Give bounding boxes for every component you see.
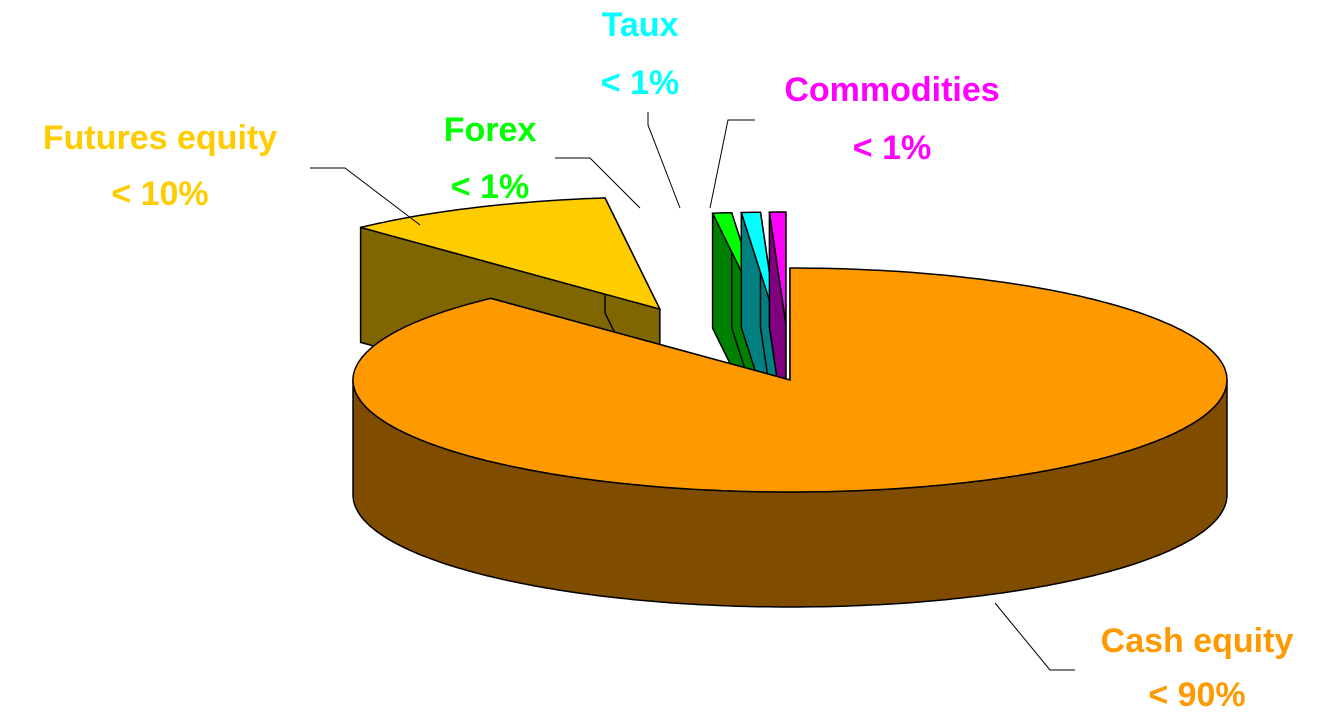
- leader-line: [647, 112, 681, 209]
- slice: [352, 267, 1228, 493]
- slice-label: Futures equity: [43, 119, 277, 157]
- leader-line: [310, 167, 421, 226]
- slice-value-label: < 10%: [111, 175, 208, 213]
- slice: [740, 211, 778, 325]
- slice-value-label: < 1%: [601, 64, 679, 102]
- slice-value-label: < 1%: [853, 129, 931, 167]
- leader-line: [555, 157, 641, 209]
- slice-label: Commodities: [784, 71, 999, 109]
- pie: [352, 197, 1228, 608]
- slice-label: Forex: [444, 111, 537, 149]
- slice: [360, 197, 662, 311]
- slice-value-label: < 90%: [1148, 676, 1245, 714]
- slice-label: Taux: [602, 6, 679, 44]
- leader-line: [709, 119, 755, 209]
- slice: [768, 211, 787, 325]
- slice-value-label: < 1%: [451, 168, 529, 206]
- slice-label: Cash equity: [1101, 622, 1294, 660]
- leader-line: [994, 602, 1075, 671]
